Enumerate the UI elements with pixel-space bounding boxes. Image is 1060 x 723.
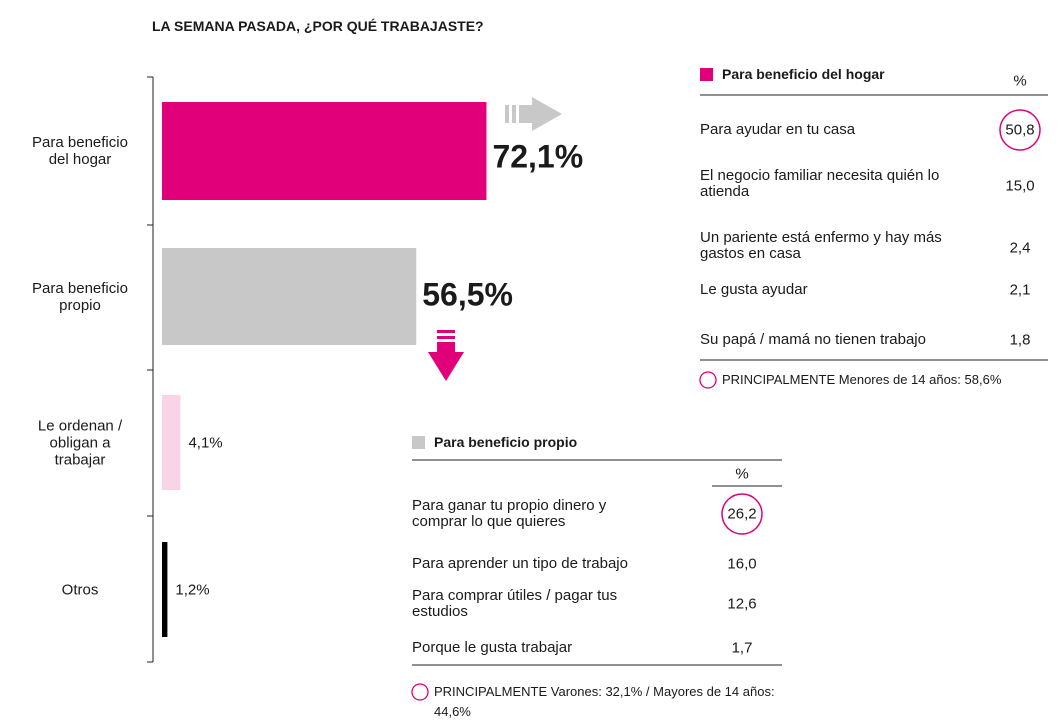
legend-swatch [412, 436, 425, 449]
value-label: 4,1% [188, 434, 223, 451]
bar [162, 248, 417, 345]
row-label: Le gusta ayudar [700, 281, 808, 298]
row-label: Un pariente está enfermo y hay más gasto… [700, 229, 942, 262]
down-arrow [428, 330, 464, 381]
value-label: 56,5% [422, 276, 513, 312]
value-label: 72,1% [492, 138, 584, 175]
bar [162, 395, 181, 490]
unit-header: % [1013, 72, 1027, 90]
axis-separators [147, 76, 153, 663]
table-title: Para beneficio propio [434, 434, 578, 450]
bar [162, 102, 487, 200]
table-note: PRINCIPALMENTE Varones: 32,1% / Mayores … [434, 684, 775, 719]
table-rules [412, 94, 1048, 666]
row-value: 50,8 [1005, 121, 1035, 139]
category-label: Para beneficio del hogar [32, 134, 128, 168]
row-value: 12,6 [727, 595, 757, 613]
value-label: 1,2% [175, 581, 210, 598]
row-label: El negocio familiar necesita quién lo at… [700, 167, 940, 200]
row-value: 16,0 [727, 555, 757, 573]
note-marker [699, 371, 717, 389]
category-label: Para beneficio propio [32, 279, 128, 314]
row-label: Para ayudar en tu casa [700, 121, 856, 138]
row-value: 1,7 [731, 639, 753, 657]
row-label: Para comprar útiles / pagar tus estudios [412, 587, 618, 620]
row-value: 26,2 [727, 505, 757, 523]
category-label: Otros [61, 581, 99, 598]
row-label: Para ganar tu propio dinero y comprar lo… [412, 497, 607, 530]
row-value: 2,4 [1009, 239, 1031, 257]
row-value: 2,1 [1009, 281, 1031, 299]
highlight-circle [999, 109, 1041, 151]
row-label: Para aprender un tipo de trabajo [412, 555, 628, 572]
right-arrow [505, 97, 562, 131]
unit-header: % [735, 465, 749, 483]
table-title: Para beneficio del hogar [722, 66, 885, 82]
legend-swatch [700, 68, 713, 81]
row-value: 1,8 [1009, 331, 1031, 349]
row-label: Porque le gusta trabajar [412, 639, 573, 656]
highlight-circle [721, 493, 763, 535]
row-value: 15,0 [1005, 177, 1035, 195]
chart-title: LA SEMANA PASADA, ¿POR QUÉ TRABAJASTE? [152, 18, 484, 34]
bar [162, 542, 168, 637]
row-label: Su papá / mamá no tienen trabajo [700, 331, 926, 348]
note-marker [411, 683, 429, 701]
table-note: PRINCIPALMENTE Menores de 14 años: 58,6% [722, 372, 1002, 387]
category-label: Le ordenan / obligan a trabajar [37, 417, 123, 468]
